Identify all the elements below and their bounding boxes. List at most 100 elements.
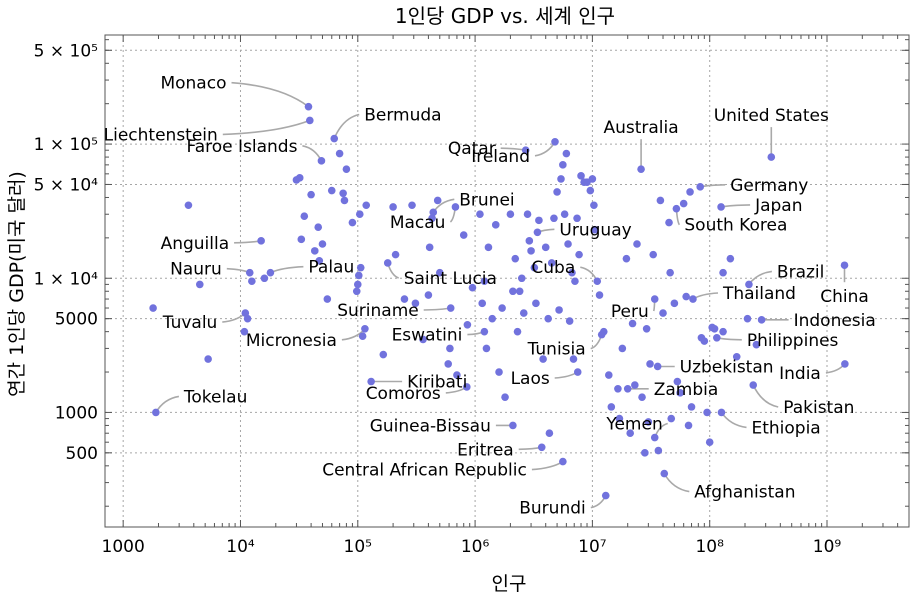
data-point (555, 306, 563, 314)
label-tunisia: Tunisia (527, 340, 586, 360)
data-point (517, 274, 526, 283)
point-liechtenstein (306, 116, 314, 125)
data-point (659, 309, 667, 317)
x-tick-label: 1000 (102, 537, 145, 557)
data-point (615, 414, 624, 423)
label-eritrea: Eritrea (457, 440, 514, 460)
point-eritrea (537, 443, 546, 452)
x-tick-label: 10⁵ (344, 537, 372, 557)
data-point (453, 371, 461, 379)
label-united-states: United States (714, 106, 829, 126)
data-point (575, 250, 583, 259)
label-cuba: Cuba (531, 258, 575, 278)
label-india: India (779, 364, 821, 384)
grid-lines (105, 35, 909, 527)
label-philippines: Philippines (747, 331, 839, 351)
x-tick-label: 10⁷ (578, 537, 607, 557)
data-point (547, 259, 556, 267)
data-point (539, 355, 547, 363)
data-point (726, 254, 735, 263)
label-japan: Japan (754, 196, 802, 216)
data-point (315, 256, 324, 265)
point-ethiopia (717, 408, 726, 417)
data-point (644, 418, 653, 426)
label-indonesia: Indonesia (794, 311, 876, 331)
data-point (666, 268, 674, 277)
point-bermuda (330, 134, 339, 143)
point-uzbekistan (653, 362, 662, 371)
data-point (679, 199, 688, 208)
data-point (670, 299, 679, 308)
point-brazil (745, 280, 753, 289)
data-point (571, 277, 579, 286)
label-uruguay: Uruguay (559, 220, 631, 240)
label-tuvalu: Tuvalu (162, 313, 218, 333)
point-peru (650, 295, 659, 303)
point-tokelau (152, 408, 160, 417)
label-brunei: Brunei (459, 190, 514, 210)
leader-tokelau (155, 395, 180, 413)
data-point (248, 277, 256, 286)
axis-ticks: 1000 10⁴ 10⁵ 10⁶ 10⁷ 10⁸ 10⁹ 500 1000 5000 1 × 10⁴… (34, 35, 909, 557)
data-point (463, 320, 472, 329)
y-tick-label: 5 × 10⁵ (34, 41, 98, 61)
point-cuba (593, 277, 602, 286)
data-point (446, 344, 454, 353)
data-point (391, 250, 400, 259)
data-point (532, 299, 540, 308)
data-point (484, 243, 493, 252)
point-monaco (304, 102, 313, 111)
data-point (530, 263, 539, 272)
data-point (433, 196, 442, 205)
data-point (498, 304, 506, 312)
point-uruguay (533, 228, 542, 237)
data-point (459, 231, 468, 239)
chart-title: 1인당 GDP vs. 세계 인구 (395, 4, 615, 28)
label-comoros: Comoros (366, 384, 441, 404)
data-point (482, 344, 491, 353)
label-suriname: Suriname (337, 301, 419, 321)
data-point (605, 371, 613, 379)
label-saint-lucia: Saint Lucia (404, 269, 497, 289)
label-laos: Laos (511, 369, 550, 389)
x-tick-label: 10⁸ (695, 537, 724, 557)
point-yemen (650, 433, 659, 442)
data-point (562, 149, 571, 158)
label-yemen: Yemen (605, 415, 662, 435)
data-point (444, 360, 453, 368)
point-australia (637, 165, 645, 173)
data-point (408, 201, 416, 210)
data-point (400, 295, 409, 303)
data-point (519, 309, 528, 317)
y-axis-title: 연간 1인당 GDP(미국 달러) (6, 171, 28, 397)
label-eswatini: Eswatini (392, 326, 463, 346)
data-point (719, 268, 727, 277)
data-point (588, 175, 597, 183)
data-point (535, 216, 543, 225)
data-point (342, 165, 351, 173)
data-point (527, 247, 535, 255)
data-point (491, 221, 500, 229)
data-point (732, 352, 741, 361)
label-micronesia: Micronesia (246, 331, 337, 351)
data-point (195, 280, 204, 289)
point-eswatini (480, 327, 489, 336)
data-point (352, 287, 361, 296)
data-point (340, 196, 349, 205)
data-point (295, 174, 304, 182)
label-burundi: Burundi (519, 499, 586, 519)
data-point (686, 188, 694, 196)
data-point (468, 283, 477, 292)
data-point (495, 368, 503, 376)
point-suriname (446, 304, 455, 312)
data-point (355, 210, 364, 219)
leader-ethiopia (720, 411, 747, 429)
data-point (656, 196, 665, 205)
data-point (710, 325, 719, 333)
data-point (476, 210, 484, 219)
x-tick-label: 10⁴ (226, 537, 255, 557)
label-uzbekistan: Uzbekistan (680, 357, 774, 377)
data-point (260, 274, 269, 283)
data-point (425, 243, 434, 252)
data-point (665, 218, 673, 227)
